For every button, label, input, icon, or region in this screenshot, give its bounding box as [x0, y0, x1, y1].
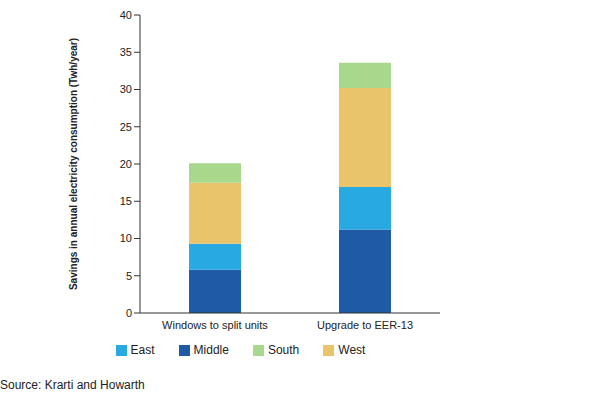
svg-text:20: 20 — [120, 158, 132, 170]
html-text:West: West — [338, 343, 366, 357]
html-text:East: East — [130, 343, 155, 357]
svg-text:35: 35 — [120, 46, 132, 58]
svg-text:0: 0 — [126, 307, 132, 319]
svg-text:15: 15 — [120, 195, 132, 207]
html-text:South: South — [267, 343, 300, 357]
svg-text:10: 10 — [120, 232, 132, 244]
html-text:Source: Krarti and Howarth: Source: Krarti and Howarth — [0, 378, 145, 392]
svg-text:25: 25 — [120, 121, 132, 133]
svg-text:Savings in annual electricity: Savings in annual electricity consumptio… — [68, 38, 79, 290]
svg-text:40: 40 — [120, 9, 132, 21]
svg-text:5: 5 — [126, 270, 132, 282]
svg-text:30: 30 — [120, 83, 132, 95]
svg-text:Upgrade to EER-13: Upgrade to EER-13 — [317, 319, 413, 331]
svg-text:Windows to split units: Windows to split units — [162, 319, 268, 331]
html-text:Middle: Middle — [193, 343, 229, 357]
